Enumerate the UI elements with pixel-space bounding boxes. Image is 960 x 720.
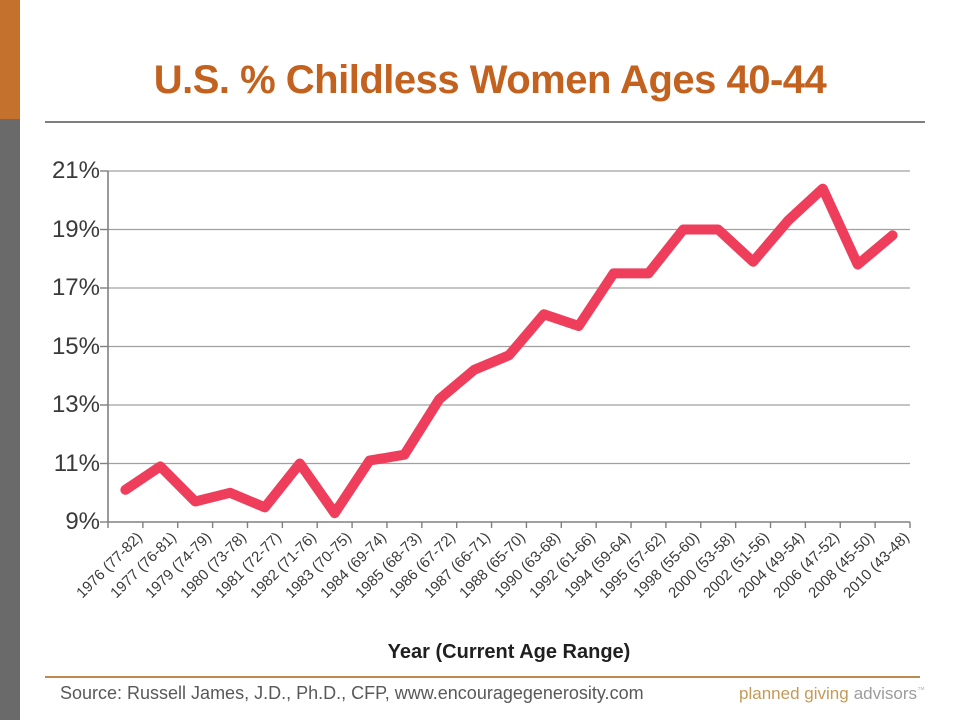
y-axis-tick-label: 17% <box>51 274 100 301</box>
y-axis-tick-label: 13% <box>51 391 100 418</box>
series-line <box>120 183 898 519</box>
footer-divider <box>45 676 920 678</box>
source-text: Source: Russell James, J.D., Ph.D., CFP,… <box>60 683 644 703</box>
trademark-icon: ™ <box>917 685 925 695</box>
y-axis-tick-label: 9% <box>65 508 100 535</box>
y-axis-tick-label: 11% <box>53 449 100 477</box>
title-underline <box>45 121 925 123</box>
x-axis-title: Year (Current Age Range) <box>387 641 631 663</box>
logo-text-planned-giving: planned giving <box>739 684 849 703</box>
planned-giving-advisors-logo: planned giving advisors™ <box>739 684 925 704</box>
y-axis-tick-label: 15% <box>51 332 100 360</box>
accent-bar-orange <box>0 0 20 119</box>
logo-text-advisors: advisors <box>853 684 917 703</box>
y-axis-tick-label: 19% <box>51 215 100 243</box>
y-axis-tick-label: 21% <box>51 157 100 184</box>
chart-title: U.S. % Childless Women Ages 40-44 <box>153 58 827 102</box>
accent-bar-gray <box>0 119 20 720</box>
